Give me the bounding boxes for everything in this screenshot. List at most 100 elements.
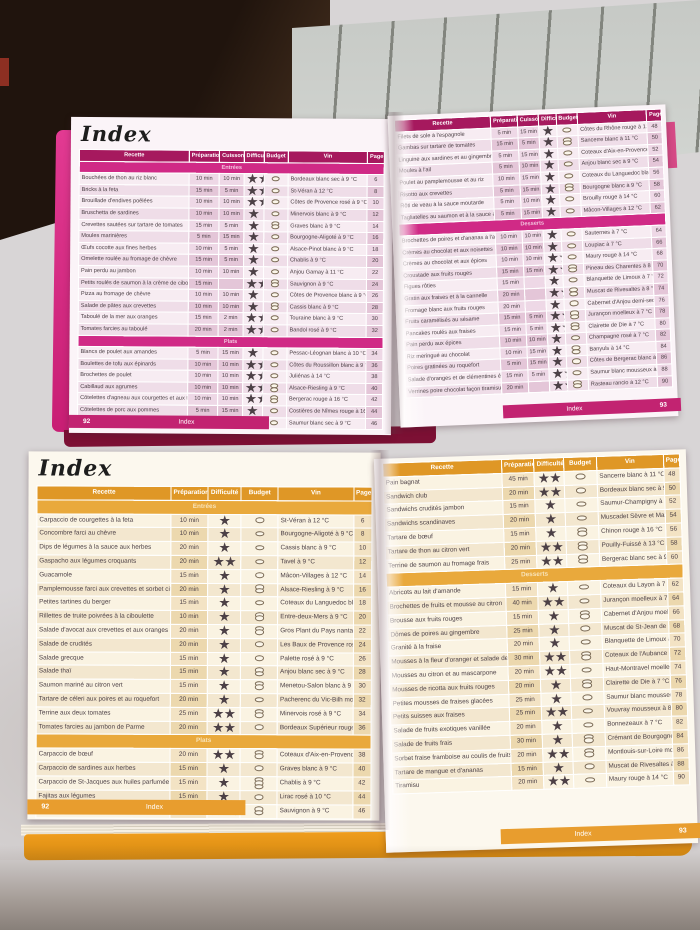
wine-pairing: Bandol rosé à 9 °C <box>286 324 367 337</box>
wine-pairing: Minervois blanc à 9 °C <box>287 208 368 222</box>
cook-time: 15 min <box>526 345 549 359</box>
prep-time: 10 min <box>170 513 208 528</box>
wine-pairing: Coteaux d'Aix-en-Provence rosé à 9 °C <box>277 748 353 763</box>
budget-icon <box>577 515 587 521</box>
difficulty-stars: ★ <box>207 679 241 694</box>
index-table: Recette Préparation Cuisson Difficulté Budge… <box>77 149 385 430</box>
prep-time: 25 min <box>508 692 542 708</box>
wine-pairing: Chablis à 9 °C <box>277 776 353 792</box>
budget-icon <box>270 315 280 321</box>
page-ref: 24 <box>353 638 372 653</box>
budget-icon <box>271 257 280 263</box>
wine-pairing: Touraine blanc à 9 °C <box>287 313 367 326</box>
budget-cell <box>573 759 607 775</box>
cook-time: 2 min <box>218 324 243 337</box>
page-ref: 22 <box>353 624 372 639</box>
budget-icon <box>583 733 594 744</box>
prep-time: 15 min <box>510 761 544 777</box>
difficulty-stars: ★ <box>207 596 241 611</box>
wine-pairing: Montlouis-sur-Loire mousseux à 8 °C <box>605 744 673 760</box>
difficulty-stars: ★ <box>541 194 560 207</box>
budget-icon <box>571 345 581 355</box>
wine-pairing: Alsace-Riesling à 9 °C <box>277 583 354 598</box>
difficulty-stars: ★★ <box>539 650 571 666</box>
page-ref: 66 <box>667 605 685 620</box>
wine-pairing: Bordeaux Supérieur rouge à 15 °C <box>277 721 353 736</box>
budget-cell <box>557 147 579 160</box>
difficulty-stars: ★★ <box>541 705 572 721</box>
budget-cell <box>263 255 288 267</box>
prep-time: 30 min <box>509 734 544 750</box>
difficulty-stars: ★★ <box>547 321 565 335</box>
difficulty-stars: ★ <box>536 526 567 542</box>
budget-cell <box>560 228 583 241</box>
page-ref: 28 <box>366 302 384 314</box>
budget-icon <box>270 292 280 298</box>
page-number: 93 <box>659 401 668 409</box>
difficulty-stars: ★★ <box>544 264 563 277</box>
prep-time: 15 min <box>188 184 220 197</box>
budget-icon <box>583 708 593 714</box>
cook-time: 5 min <box>525 311 548 324</box>
prep-time: 10 min <box>188 289 219 302</box>
wine-pairing: Vouvray mousseux à 8 °C <box>604 702 672 719</box>
wine-pairing: Saumur blanc sec à 9 °C <box>286 417 366 430</box>
page-ref: 48 <box>663 467 681 482</box>
budget-cell <box>556 124 578 137</box>
recipe-name: Crevettes sautées sur tartare de tomates <box>78 218 189 232</box>
wine-pairing: Les Baux de Provence rosé à 9 °C <box>277 638 354 653</box>
wine-pairing: Cassis blanc à 9 °C <box>277 541 354 557</box>
prep-time: 10 min <box>187 358 219 371</box>
wine-pairing: Alsace-Pinot blanc à 9 °C <box>287 243 367 256</box>
difficulty-stars: ★ <box>207 693 241 708</box>
budget-cell <box>240 679 278 694</box>
budget-cell <box>563 309 586 322</box>
table-header-row: Recette Préparation Difficulté Budget Vin Pag… <box>36 485 373 501</box>
page-footer: 92 Index <box>27 799 246 816</box>
prep-time: 15 min <box>505 582 539 598</box>
prep-time: 5 min <box>187 347 219 360</box>
wine-pairing: Juliénas à 14 °C <box>286 371 367 384</box>
page-ref: 52 <box>664 495 682 510</box>
budget-cell <box>240 624 278 639</box>
cook-time: 10 min <box>520 195 543 208</box>
budget-cell <box>241 514 279 529</box>
page-ref: 80 <box>655 317 671 330</box>
recipe-row: Concombre farci au chèvre 10 min ★ Bourgogn… <box>36 527 372 543</box>
budget-cell <box>263 208 288 221</box>
difficulty-stars: ★ <box>547 333 566 346</box>
page-ref: 38 <box>365 371 383 384</box>
difficulty-stars: ★ <box>542 206 561 219</box>
column-header: Cuisson <box>219 150 245 163</box>
page-ref: 64 <box>651 224 667 238</box>
prep-time: 15 min <box>188 277 219 290</box>
wine-pairing: Coteaux du Layon à 7 °C <box>600 578 668 595</box>
page-ref: 70 <box>668 633 686 648</box>
wine-pairing: Tavel à 9 °C <box>277 555 354 570</box>
budget-cell <box>564 321 587 334</box>
budget-icon <box>254 667 264 677</box>
recipe-name: Pizza au fromage de chèvre <box>78 288 189 301</box>
budget-cell <box>573 773 607 789</box>
difficulty-stars: ★ <box>243 266 264 279</box>
budget-cell <box>566 553 600 568</box>
column-header: Difficulté <box>243 150 264 163</box>
budget-icon <box>577 527 588 537</box>
budget-cell <box>565 344 588 357</box>
budget-cell <box>262 313 288 325</box>
budget-icon <box>568 264 578 273</box>
budget-icon <box>270 327 280 333</box>
budget-cell <box>567 580 601 596</box>
budget-cell <box>565 525 599 541</box>
wine-pairing: Sancerre blanc à 11 °C <box>596 468 664 485</box>
difficulty-stars: ★ <box>548 356 567 369</box>
page-ref: 34 <box>352 707 372 722</box>
prep-time: 25 min <box>170 707 208 722</box>
cook-time: 5 min <box>218 254 244 267</box>
difficulty-stars: ★★ <box>243 278 264 290</box>
book-gutter-shadow <box>370 450 390 830</box>
page-ref: 88 <box>672 757 690 772</box>
budget-cell <box>262 289 288 302</box>
budget-cell <box>262 382 287 395</box>
recipe-name: Salade de pâtes aux crevettes <box>78 300 189 313</box>
